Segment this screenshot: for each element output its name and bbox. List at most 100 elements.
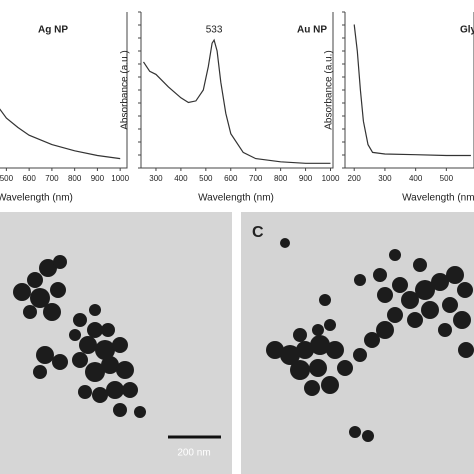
particle [401, 291, 419, 309]
particle [87, 322, 103, 338]
x-tick-label: 800 [274, 174, 288, 183]
particle [79, 336, 97, 354]
particle [39, 259, 57, 277]
particle [78, 385, 92, 399]
x-tick-label: 500 [0, 174, 14, 183]
particle [446, 266, 464, 284]
particle [413, 258, 427, 272]
x-tick-label: 800 [68, 174, 82, 183]
particle [377, 287, 393, 303]
particle [407, 312, 423, 328]
x-tick-label: 600 [22, 174, 36, 183]
spectrum-line [142, 38, 331, 164]
particle [310, 335, 330, 355]
particle [33, 365, 47, 379]
particle [457, 282, 473, 298]
particle [453, 311, 471, 329]
particle [73, 313, 87, 327]
particle [354, 274, 366, 286]
particle [392, 277, 408, 293]
x-tick-label: 200 [348, 174, 362, 183]
particle [442, 297, 458, 313]
spectrum-line [353, 24, 471, 157]
particle [50, 282, 66, 298]
x-tick-label: 900 [91, 174, 105, 183]
axis-frame [344, 12, 474, 169]
particle [312, 324, 324, 336]
x-tick-label: 500 [199, 174, 213, 183]
particles [13, 238, 474, 442]
particle [85, 362, 105, 382]
axis-frame [0, 12, 128, 169]
particle [353, 348, 367, 362]
particle [321, 376, 339, 394]
chart-title: Ag NP [38, 25, 68, 36]
scale-bar-label: 200 nm [177, 448, 210, 459]
x-tick-label: 900 [299, 174, 313, 183]
particle [349, 426, 361, 438]
particle [304, 380, 320, 396]
particle [53, 255, 67, 269]
particle [52, 354, 68, 370]
peak-annotation: 533 [206, 25, 223, 36]
particle [373, 268, 387, 282]
x-tick-label: 300 [378, 174, 392, 183]
x-tick-label: 700 [249, 174, 263, 183]
particle [458, 342, 474, 358]
y-axis-label: Absorbance (a.u.) [120, 50, 131, 130]
particle [113, 403, 127, 417]
particle [36, 346, 54, 364]
spectrum-line [0, 108, 121, 160]
particle [421, 301, 439, 319]
particle [23, 305, 37, 319]
particle [309, 359, 327, 377]
particle [134, 406, 146, 418]
particle [13, 283, 31, 301]
x-tick-label: 500 [440, 174, 454, 183]
chart-title: Gly [460, 25, 474, 36]
particle [92, 387, 108, 403]
particle [122, 382, 138, 398]
panel-label: C [252, 224, 264, 241]
particle [296, 341, 314, 359]
particle [101, 323, 115, 337]
particle [280, 345, 300, 365]
particle [280, 238, 290, 248]
particle [431, 273, 449, 291]
x-tick-label: 1000 [322, 174, 340, 183]
x-tick-label: 600 [224, 174, 238, 183]
particle [101, 356, 119, 374]
particle [43, 303, 61, 321]
x-tick-label: 400 [174, 174, 188, 183]
chart-title: Au NP [297, 25, 327, 36]
particle [293, 328, 307, 342]
particle [364, 332, 380, 348]
particle [69, 329, 81, 341]
x-tick-label: 1000 [111, 174, 129, 183]
particle [30, 288, 50, 308]
x-tick-label: 700 [45, 174, 59, 183]
particle [438, 323, 452, 337]
particle [89, 304, 101, 316]
particle [95, 340, 115, 360]
particle [376, 321, 394, 339]
particle [326, 341, 344, 359]
y-axis-label: Absorbance (a.u.) [324, 50, 335, 130]
particle [362, 430, 374, 442]
x-tick-label: 300 [149, 174, 163, 183]
particle [337, 360, 353, 376]
x-axis-label: Wavelength (nm) [402, 193, 474, 204]
particle [389, 249, 401, 261]
x-axis-label: Wavelength (nm) [198, 193, 274, 204]
particle [112, 337, 128, 353]
particle [27, 272, 43, 288]
particle [290, 360, 310, 380]
particle [266, 341, 284, 359]
particle [319, 294, 331, 306]
x-axis-label: Wavelength (nm) [0, 193, 73, 204]
particle [324, 319, 336, 331]
particle [387, 307, 403, 323]
particle [116, 361, 134, 379]
x-tick-label: 400 [409, 174, 423, 183]
